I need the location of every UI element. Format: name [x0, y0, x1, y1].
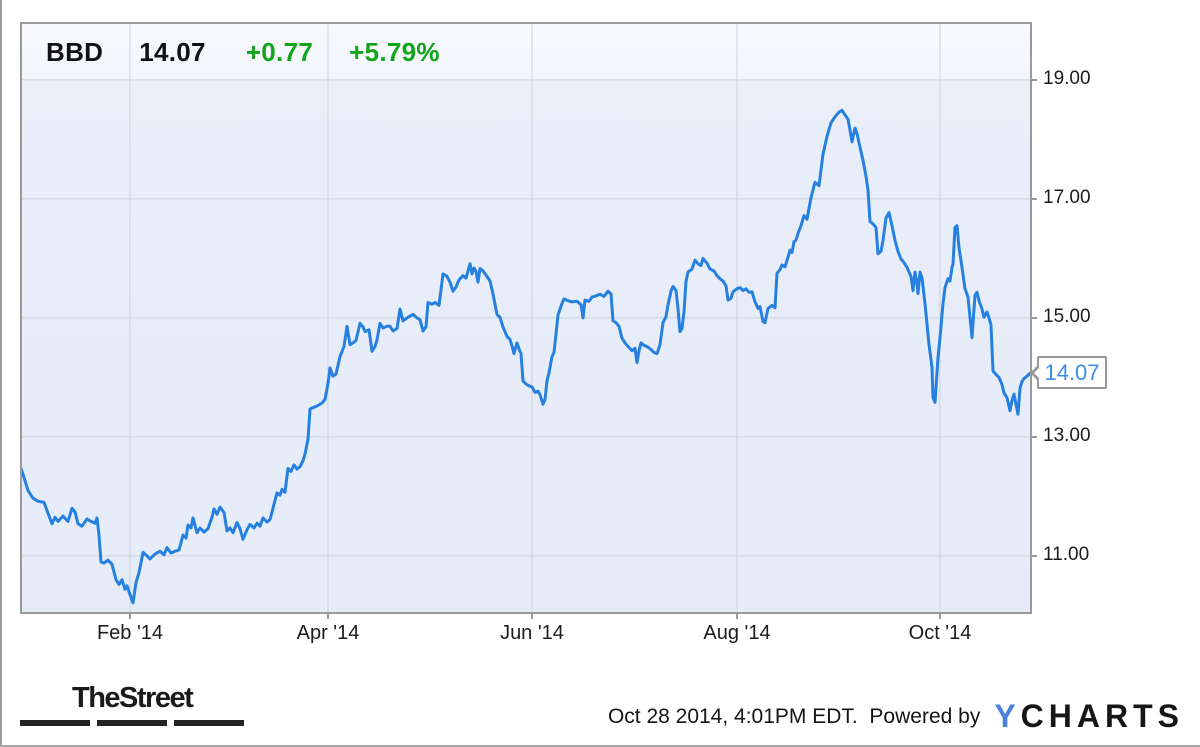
price-change-percent: +5.79%	[349, 36, 440, 67]
price-line-chart	[22, 24, 1030, 612]
price-series-line	[22, 108, 1030, 605]
x-axis-tick	[327, 614, 329, 619]
y-axis-tick	[1032, 197, 1037, 200]
x-axis-label: Aug '14	[703, 622, 771, 644]
price-change: +0.77	[245, 36, 314, 67]
last-price: 14.07	[139, 36, 206, 67]
y-axis-label: 17.00	[1043, 186, 1091, 208]
x-axis-tick	[531, 614, 533, 619]
x-axis-label: Oct '14	[908, 622, 972, 644]
thestreet-logo-bars	[20, 720, 246, 726]
ycharts-logo-charts: CHARTS	[1020, 698, 1184, 734]
quote-timestamp: Oct 28 2014, 4:01PM EDT. Powered by	[607, 704, 981, 728]
ycharts-logo: YCHARTS	[994, 698, 1184, 735]
x-axis-label: Jun '14	[500, 622, 564, 644]
thestreet-logo: TheStreet	[20, 682, 246, 726]
y-axis-tick	[1032, 78, 1037, 81]
ycharts-logo-y: Y	[994, 698, 1021, 734]
price-chart-frame: BBD 14.07 +0.77 +5.79%	[20, 22, 1032, 614]
logo-bar	[174, 720, 244, 726]
y-axis-label: 15.00	[1043, 305, 1091, 327]
y-axis-label: 11.00	[1043, 543, 1090, 565]
logo-bar	[97, 720, 167, 726]
y-axis-tick	[1032, 316, 1037, 319]
last-price-callout-value: 14.07	[1044, 360, 1100, 386]
y-axis-tick	[1032, 554, 1037, 557]
logo-bar	[20, 720, 90, 726]
last-price-callout: 14.07	[1030, 356, 1107, 390]
ticker-symbol: BBD	[46, 36, 104, 67]
thestreet-wordmark: TheStreet	[72, 682, 194, 714]
y-axis-label: 19.00	[1043, 67, 1091, 89]
footer-attribution: Oct 28 2014, 4:01PM EDT. Powered by YCHA…	[608, 698, 1184, 735]
x-axis-tick	[129, 614, 131, 619]
x-axis-tick	[939, 614, 941, 619]
x-axis-label: Feb '14	[96, 622, 164, 644]
y-axis-tick	[1032, 435, 1037, 438]
quote-header: BBD 14.07 +0.77 +5.79%	[22, 24, 1030, 80]
page-left-border	[0, 0, 2, 747]
page-bottom-border	[0, 745, 1200, 747]
x-axis-label: Apr '14	[296, 622, 360, 644]
y-axis-label: 13.00	[1043, 424, 1091, 446]
x-axis-tick	[736, 614, 738, 619]
